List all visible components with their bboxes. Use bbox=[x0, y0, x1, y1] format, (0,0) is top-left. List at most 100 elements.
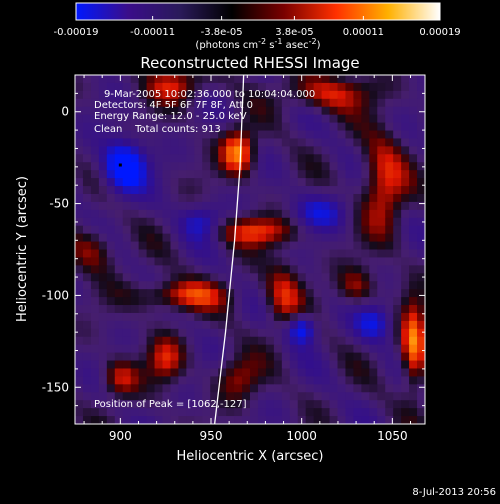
heatmap-cell bbox=[281, 297, 291, 306]
heatmap-cell bbox=[170, 146, 180, 155]
heatmap-cell bbox=[82, 233, 92, 243]
heatmap-cell bbox=[289, 75, 299, 84]
heatmap-cell bbox=[98, 289, 108, 298]
heatmap-cell bbox=[409, 368, 418, 378]
heatmap-cell bbox=[130, 265, 140, 274]
heatmap-cell bbox=[242, 312, 251, 322]
heatmap-cell bbox=[345, 106, 355, 116]
heatmap-cell bbox=[210, 98, 219, 108]
heatmap-cell bbox=[305, 352, 315, 362]
heatmap-cell bbox=[202, 360, 211, 370]
heatmap-cell bbox=[297, 305, 307, 314]
heatmap-cell bbox=[122, 392, 132, 401]
heatmap-cell bbox=[234, 336, 243, 346]
heatmap-cell bbox=[321, 408, 331, 417]
heatmap-cell bbox=[234, 360, 243, 370]
heatmap-cell bbox=[75, 154, 84, 163]
heatmap-cell bbox=[242, 257, 251, 266]
heatmap-cell bbox=[90, 297, 100, 306]
heatmap-cell bbox=[178, 257, 187, 266]
heatmap-cell bbox=[401, 170, 410, 179]
heatmap-cell bbox=[178, 368, 187, 378]
heatmap-cell bbox=[130, 297, 140, 306]
heatmap-cell bbox=[202, 265, 211, 274]
heatmap-cell bbox=[321, 305, 331, 314]
heatmap-cell bbox=[305, 416, 315, 424]
heatmap-cell bbox=[242, 193, 251, 203]
heatmap-cell bbox=[369, 241, 378, 251]
heatmap-cell bbox=[82, 106, 92, 116]
heatmap-cell bbox=[106, 122, 116, 132]
heatmap-cell bbox=[114, 400, 124, 409]
heatmap-cell bbox=[106, 162, 116, 171]
heatmap-cell bbox=[369, 209, 378, 219]
heatmap-cell bbox=[377, 392, 386, 401]
heatmap-cell bbox=[138, 154, 148, 163]
heatmap-cell bbox=[138, 217, 148, 227]
heatmap-cell bbox=[417, 82, 425, 92]
heatmap-cell bbox=[361, 392, 370, 401]
heatmap-cell bbox=[234, 146, 243, 155]
heatmap-cell bbox=[98, 217, 108, 227]
heatmap-cell bbox=[242, 154, 251, 163]
x-tick-label: 900 bbox=[109, 429, 132, 443]
heatmap-cell bbox=[130, 336, 140, 346]
heatmap-cell bbox=[265, 98, 275, 108]
heatmap-cell bbox=[186, 114, 195, 124]
heatmap-cell bbox=[281, 209, 291, 219]
heatmap-cell bbox=[393, 130, 402, 140]
heatmap-cell bbox=[154, 249, 164, 259]
heatmap-cell bbox=[305, 122, 315, 132]
heatmap-cell bbox=[401, 336, 410, 346]
heatmap-cell bbox=[106, 186, 116, 195]
heatmap-cell bbox=[250, 130, 259, 140]
heatmap-cell bbox=[281, 312, 291, 322]
heatmap-cell bbox=[194, 138, 203, 147]
heatmap-cell bbox=[210, 106, 219, 116]
heatmap-cell bbox=[170, 376, 180, 385]
heatmap-cell bbox=[138, 376, 148, 385]
heatmap-cell bbox=[106, 241, 116, 251]
heatmap-cell bbox=[226, 384, 235, 393]
heatmap-cell bbox=[114, 170, 124, 179]
heatmap-cell bbox=[377, 384, 386, 393]
heatmap-cell bbox=[409, 98, 418, 108]
heatmap-cell bbox=[90, 376, 100, 385]
heatmap-cell bbox=[178, 114, 187, 124]
heatmap-cell bbox=[162, 170, 172, 179]
heatmap-cell bbox=[409, 186, 418, 195]
heatmap-cell bbox=[353, 328, 362, 338]
heatmap-cell bbox=[138, 336, 148, 346]
heatmap-cell bbox=[345, 122, 355, 132]
heatmap-cell bbox=[154, 273, 164, 282]
heatmap-cell bbox=[369, 376, 378, 385]
heatmap-cell bbox=[114, 384, 124, 393]
heatmap-cell bbox=[250, 273, 259, 282]
heatmap-cell bbox=[361, 122, 370, 132]
heatmap-cell bbox=[273, 154, 283, 163]
heatmap-cell bbox=[122, 138, 132, 147]
heatmap-cell bbox=[265, 178, 275, 187]
heatmap-cell bbox=[226, 233, 235, 243]
heatmap-cell bbox=[369, 257, 378, 266]
heatmap-cell bbox=[210, 130, 219, 140]
heatmap-cell bbox=[146, 178, 156, 187]
heatmap-cell bbox=[273, 209, 283, 219]
heatmap-cell bbox=[210, 75, 219, 84]
heatmap-cell bbox=[281, 368, 291, 378]
heatmap-cell bbox=[162, 225, 172, 235]
heatmap-cell bbox=[146, 225, 156, 235]
heatmap-cell bbox=[90, 305, 100, 314]
heatmap-cell bbox=[297, 90, 307, 100]
heatmap-cell bbox=[345, 201, 355, 211]
heatmap-cell bbox=[417, 320, 425, 330]
heatmap-cell bbox=[122, 106, 132, 116]
heatmap-cell bbox=[401, 352, 410, 362]
heatmap-cell bbox=[273, 257, 283, 266]
heatmap-cell bbox=[146, 328, 156, 338]
heatmap-cell bbox=[170, 201, 180, 211]
heatmap-cell bbox=[321, 146, 331, 155]
heatmap-cell bbox=[202, 193, 211, 203]
heatmap-cell bbox=[114, 257, 124, 266]
heatmap-cell bbox=[218, 344, 227, 354]
